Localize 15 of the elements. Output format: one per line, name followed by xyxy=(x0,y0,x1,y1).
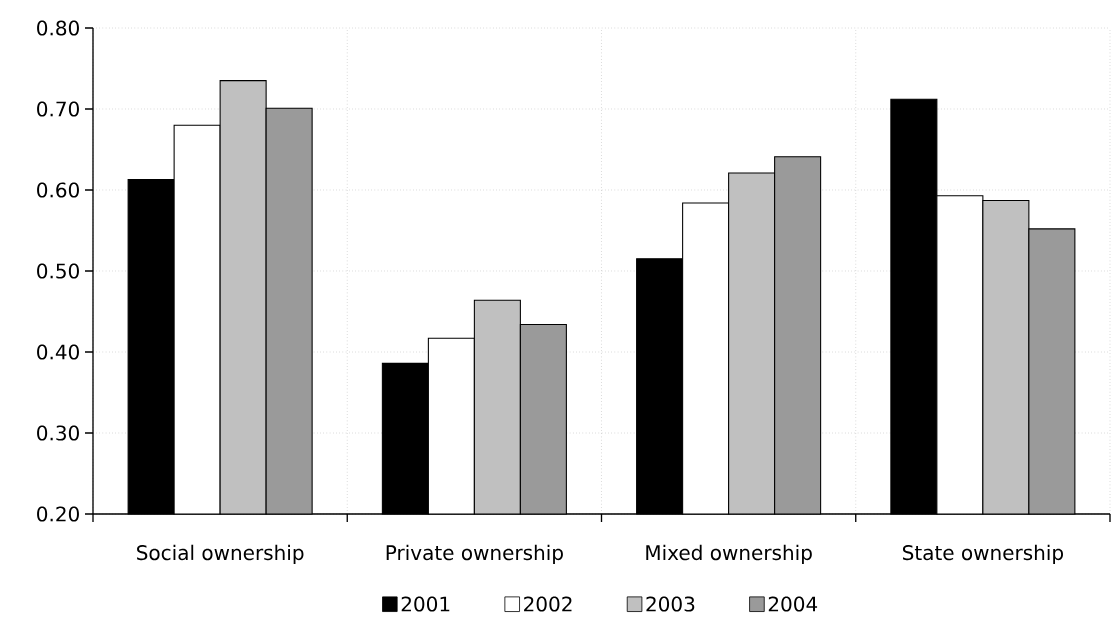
y-tick-label: 0.80 xyxy=(37,20,79,36)
legend-label: 2001 xyxy=(401,596,450,612)
y-tick-label: 0.20 xyxy=(37,506,79,522)
y-tick-label: 0.50 xyxy=(37,263,79,279)
x-tick-label: State ownership xyxy=(902,544,1063,565)
x-tick-label: Private ownership xyxy=(386,544,563,565)
y-tick-label: 0.70 xyxy=(37,101,79,117)
legend-label: 2002 xyxy=(524,596,572,612)
x-tick-label: Social ownership xyxy=(137,544,304,565)
x-tick-label: Mixed ownership xyxy=(646,544,812,565)
y-tick-label: 0.60 xyxy=(37,182,79,198)
y-tick-label: 0.30 xyxy=(37,425,79,441)
y-tick-label: 0.40 xyxy=(37,344,79,360)
legend-label: 2004 xyxy=(768,596,818,612)
legend-label: 2003 xyxy=(646,596,695,612)
